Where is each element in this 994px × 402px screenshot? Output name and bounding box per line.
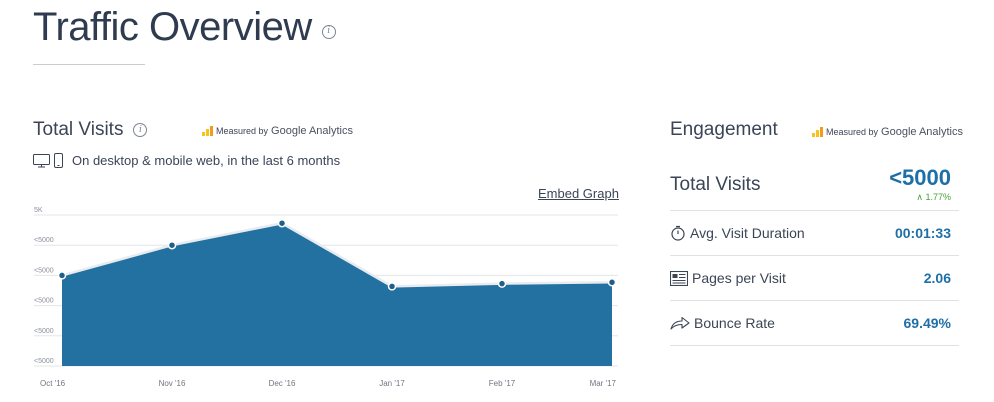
google-analytics-logo-icon (812, 127, 823, 137)
y-tick-label: <5000 (34, 237, 54, 244)
x-tick-label: Mar '17 (590, 379, 617, 388)
device-scope-row: On desktop & mobile web, in the last 6 m… (33, 153, 340, 168)
engagement-total-visits-value: <5000 (889, 165, 951, 190)
duration-label: Avg. Visit Duration (690, 225, 805, 241)
bounce-label: Bounce Rate (694, 315, 775, 331)
analytics-name: Google Analytics (271, 125, 353, 137)
x-tick-label: Nov '16 (159, 379, 186, 388)
bounce-label-wrap: Bounce Rate (670, 315, 775, 331)
total-visits-chart: 5K <5000 <5000 <5000 <5000 <5000 Oct '16 Nov '1… (34, 207, 618, 388)
ga-badge-visits: Measured by Google Analytics (202, 125, 353, 137)
x-tick-label: Feb '17 (489, 379, 516, 388)
data-point (387, 282, 397, 291)
analytics-name: Google Analytics (881, 126, 963, 138)
bounce-value: 69.49% (903, 315, 951, 331)
x-tick-label: Oct '16 (40, 379, 66, 388)
data-point (57, 271, 67, 280)
engagement-row-pages: Pages per Visit 2.06 (670, 256, 959, 301)
x-tick-label: Jan '17 (379, 379, 405, 388)
pages-label: Pages per Visit (692, 270, 786, 286)
desktop-icon (33, 153, 50, 168)
visits-area (62, 223, 612, 366)
total-visits-title: Total Visits (33, 119, 124, 140)
ga-badge-engagement: Measured by Google Analytics (812, 126, 963, 138)
duration-label-wrap: Avg. Visit Duration (670, 225, 805, 241)
mobile-icon (54, 153, 63, 168)
total-visits-change: ∧ 1.77% (916, 192, 951, 203)
title-divider (33, 64, 145, 65)
engagement-row-duration: Avg. Visit Duration 00:01:33 (670, 211, 959, 256)
engagement-total-visits-value-wrap: <5000 ∧ 1.77% (889, 167, 951, 203)
pages-value: 2.06 (923, 270, 951, 286)
y-tick-label: <5000 (34, 358, 54, 365)
data-point (167, 240, 177, 250)
y-tick-label: <5000 (34, 298, 54, 305)
y-tick-label: 5K (34, 207, 43, 214)
total-visits-heading: Total Visits i (33, 119, 148, 141)
stopwatch-icon (670, 225, 686, 241)
data-point (607, 278, 617, 287)
google-analytics-logo-icon (202, 126, 213, 136)
measured-by-text: Measured by (216, 126, 269, 136)
page-title: Traffic Overview (33, 5, 312, 49)
total-visits-info-icon[interactable]: i (133, 123, 148, 137)
x-tick-label: Dec '16 (269, 379, 296, 388)
engagement-row-bounce: Bounce Rate 69.49% (670, 301, 959, 346)
bounce-arrow-icon (670, 316, 690, 330)
visits-line (61, 221, 613, 288)
data-point (497, 279, 507, 288)
embed-graph-link[interactable]: Embed Graph (538, 186, 619, 201)
title-info-icon[interactable]: i (321, 24, 336, 39)
y-tick-label: <5000 (34, 267, 54, 274)
total-visits-change-value: 1.77% (925, 192, 951, 202)
pages-icon (670, 270, 688, 286)
up-arrow-icon: ∧ (916, 192, 923, 202)
measured-by-text: Measured by (826, 127, 879, 137)
duration-value: 00:01:33 (894, 225, 951, 241)
pages-label-wrap: Pages per Visit (670, 270, 786, 286)
device-scope-text: On desktop & mobile web, in the last 6 m… (72, 153, 341, 168)
engagement-title: Engagement (670, 119, 778, 140)
data-point (277, 218, 287, 228)
engagement-total-visits-label: Total Visits (670, 174, 761, 195)
engagement-total-visits-row: Total Visits <5000 ∧ 1.77% (670, 160, 959, 211)
y-tick-label: <5000 (34, 328, 54, 335)
page-header: Traffic Overview i (33, 5, 336, 50)
